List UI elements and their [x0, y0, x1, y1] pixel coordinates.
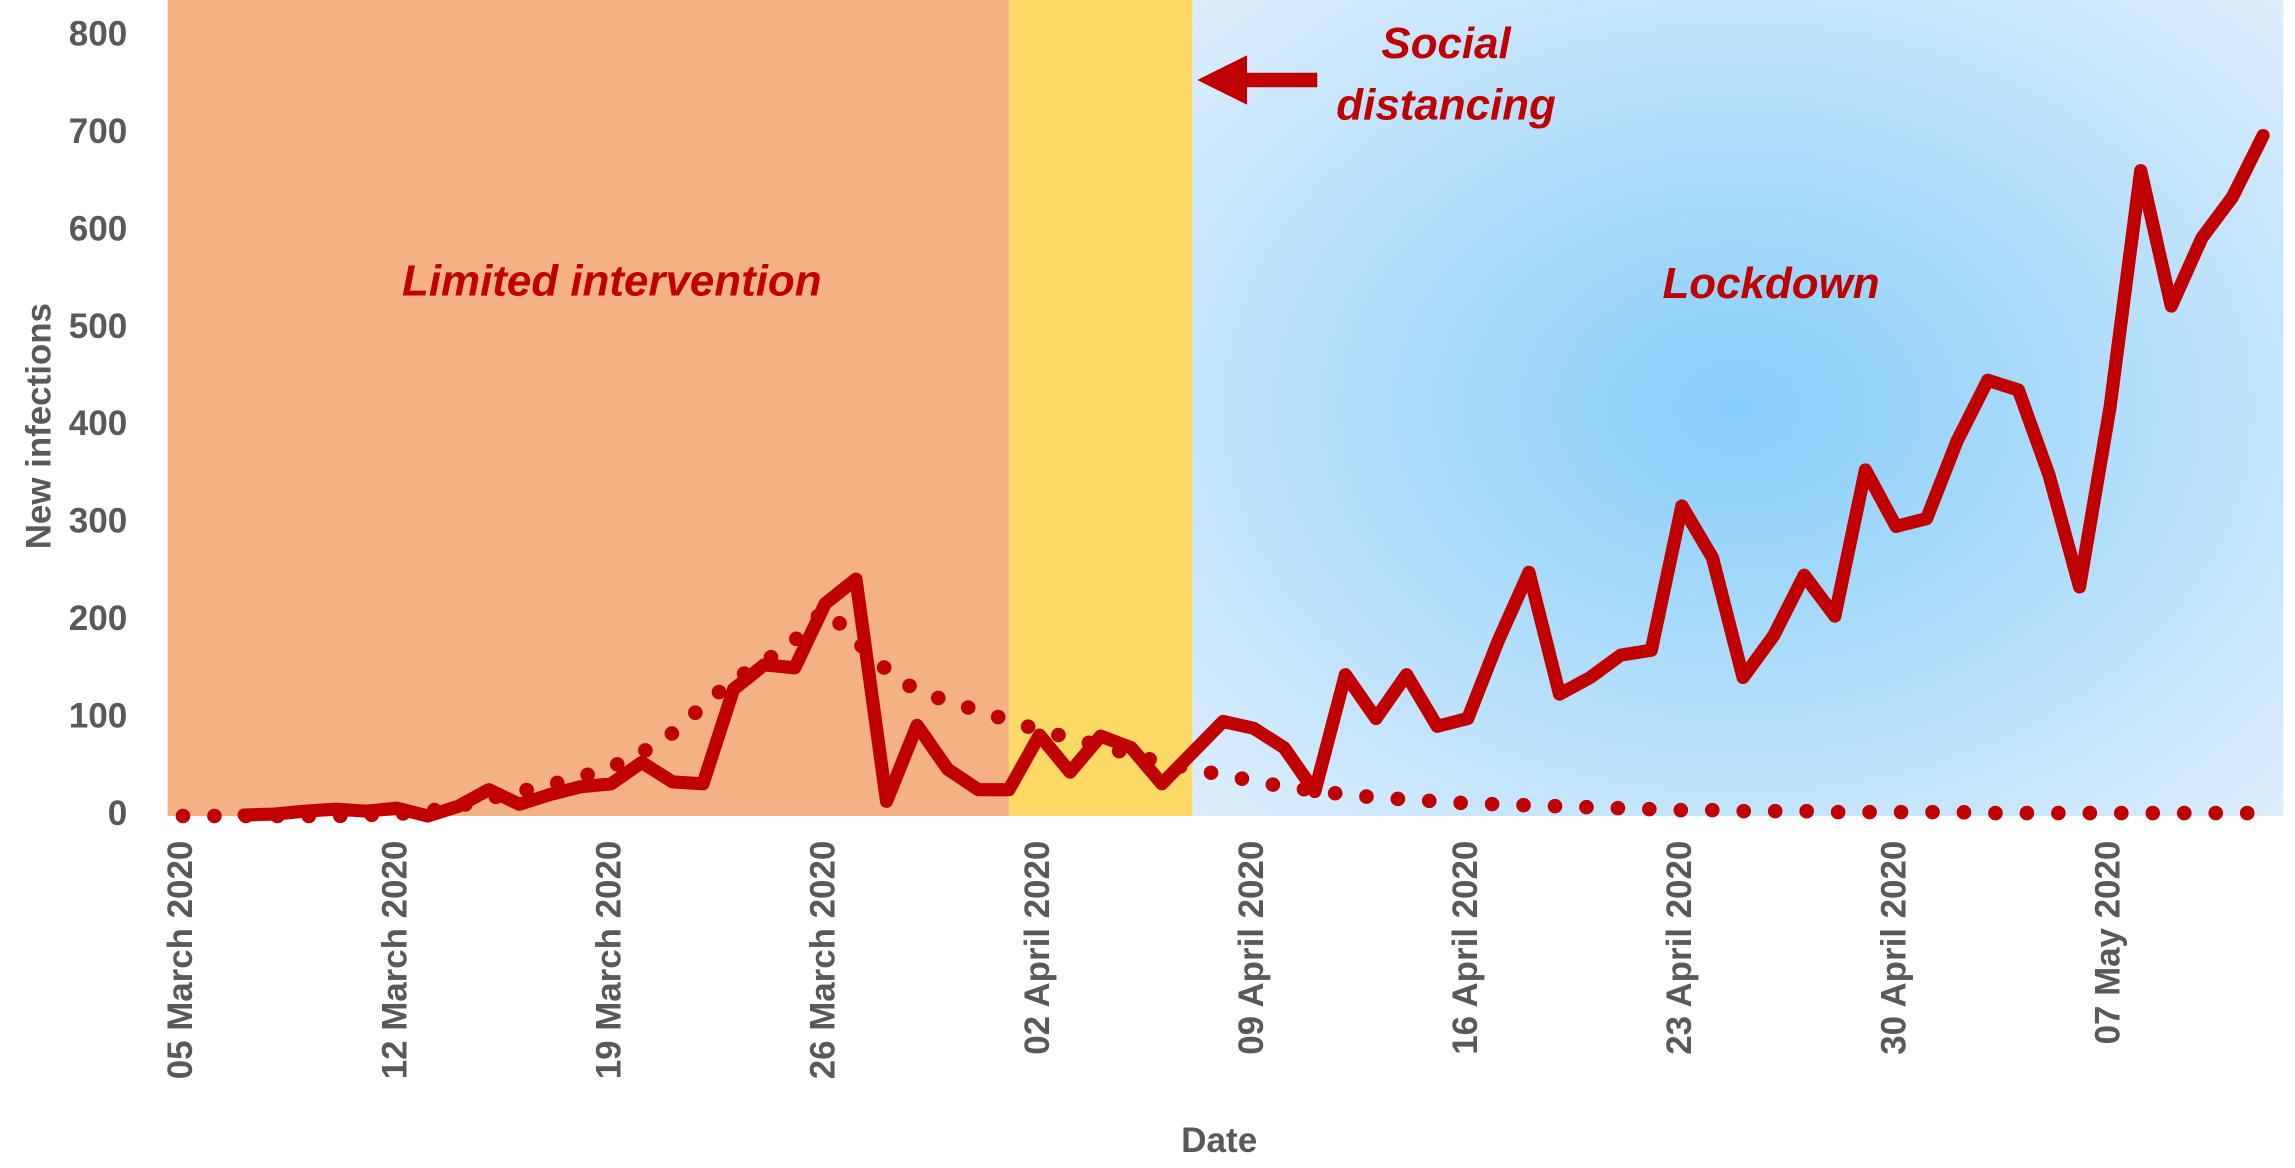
arrow-head [1197, 55, 1248, 105]
y-tick-label: 200 [69, 599, 128, 638]
label-line: Social [1381, 19, 1511, 68]
series-line [175, 601, 2271, 824]
region-label: Lockdown [1662, 259, 1879, 308]
x-tick-label: 23 April 2020 [1660, 841, 1699, 1055]
x-tick-label: 02 April 2020 [1018, 841, 1057, 1055]
y-tick-label: 400 [69, 404, 128, 443]
y-tick-label: 0 [108, 794, 128, 833]
y-tick-label: 700 [69, 112, 128, 151]
x-tick-label: 19 March 2020 [589, 841, 628, 1080]
x-tick-label: 30 April 2020 [1874, 841, 1913, 1055]
y-tick-label: 600 [69, 209, 128, 248]
series-line [237, 128, 2270, 823]
y-axis-title: New infections [19, 303, 58, 549]
x-tick-label: 26 March 2020 [804, 841, 843, 1080]
regions [167, 0, 2284, 816]
y-tick-label: 300 [69, 502, 128, 541]
x-axis-title: Date [1181, 1121, 1257, 1160]
region-label: Limited intervention [402, 256, 822, 305]
region [167, 0, 1009, 816]
region [1008, 0, 1193, 816]
x-tick-label: 05 March 2020 [161, 841, 200, 1080]
x-tick-label: 09 April 2020 [1232, 841, 1271, 1055]
label-line: distancing [1336, 80, 1556, 129]
y-tick-label: 100 [69, 697, 128, 736]
x-tick-label: 12 March 2020 [375, 841, 414, 1080]
region-label: Social distancing [1336, 19, 1556, 129]
x-tick-label: 16 April 2020 [1446, 841, 1485, 1055]
x-tick-label: 07 May 2020 [2088, 841, 2127, 1045]
y-tick-label: 800 [69, 14, 128, 53]
y-tick-label: 500 [69, 307, 128, 346]
